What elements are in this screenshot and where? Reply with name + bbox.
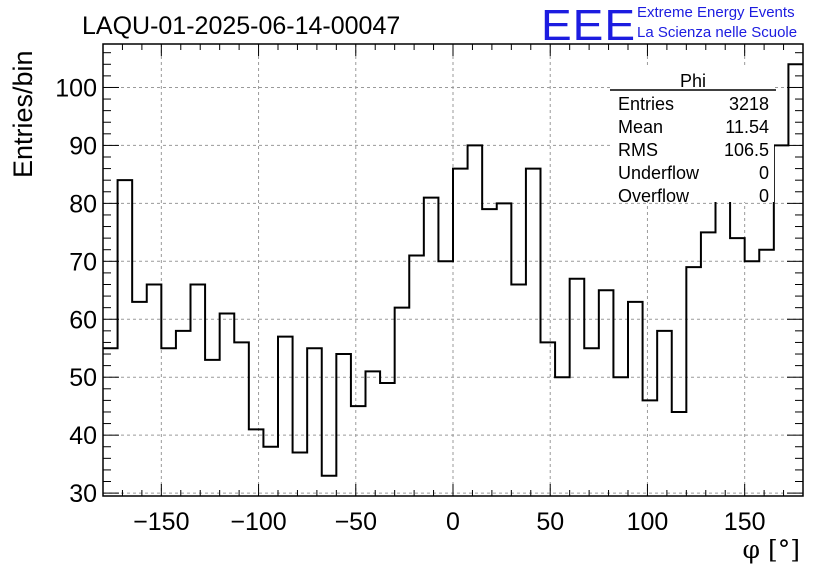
y-tick-label: 100	[55, 74, 97, 102]
stats-label: Entries	[618, 94, 674, 114]
logo-line-1: Extreme Energy Events	[637, 4, 795, 21]
y-tick-label: 80	[69, 190, 97, 218]
stats-value: 3218	[729, 94, 769, 114]
stats-label: Mean	[618, 117, 663, 137]
stats-label: Overflow	[618, 186, 690, 206]
stats-box: Phi Entries 3218 Mean 11.54 RMS 106.5 Underflo…	[610, 66, 776, 206]
y-axis-ticks: 30 40 50 60 70 80 90 100	[55, 52, 803, 508]
stats-label: Underflow	[618, 163, 700, 183]
stats-value: 0	[759, 186, 769, 206]
y-tick-label: 30	[69, 480, 97, 508]
y-tick-label: 90	[69, 132, 97, 160]
stats-box-title: Phi	[680, 71, 706, 91]
x-tick-label: −150	[133, 508, 189, 536]
y-tick-label: 60	[69, 306, 97, 334]
y-tick-label: 40	[69, 422, 97, 450]
x-tick-label: 50	[536, 508, 564, 536]
chart-title: LAQU-01-2025-06-14-00047	[82, 12, 400, 40]
phi-histogram	[103, 63, 803, 477]
x-tick-label: 100	[627, 508, 669, 536]
eee-logo: EEE	[541, 0, 637, 50]
y-axis-label: Entries/bin	[8, 50, 38, 178]
x-tick-label: 150	[724, 508, 766, 536]
logo-line-2: La Scienza nelle Scuole	[637, 24, 798, 41]
stats-value: 11.54	[725, 117, 769, 137]
y-tick-label: 50	[69, 364, 97, 392]
x-axis-ticks: −150 −100 −50 0 50 100 150	[102, 44, 804, 536]
stats-label: RMS	[618, 140, 658, 160]
x-tick-label: −50	[335, 508, 377, 536]
x-tick-label: −100	[230, 508, 286, 536]
y-tick-label: 70	[69, 248, 97, 276]
stats-value: 106.5	[724, 140, 769, 160]
x-tick-label: 0	[446, 508, 460, 536]
x-axis-label: φ [°]	[743, 535, 800, 564]
stats-value: 0	[759, 163, 769, 183]
